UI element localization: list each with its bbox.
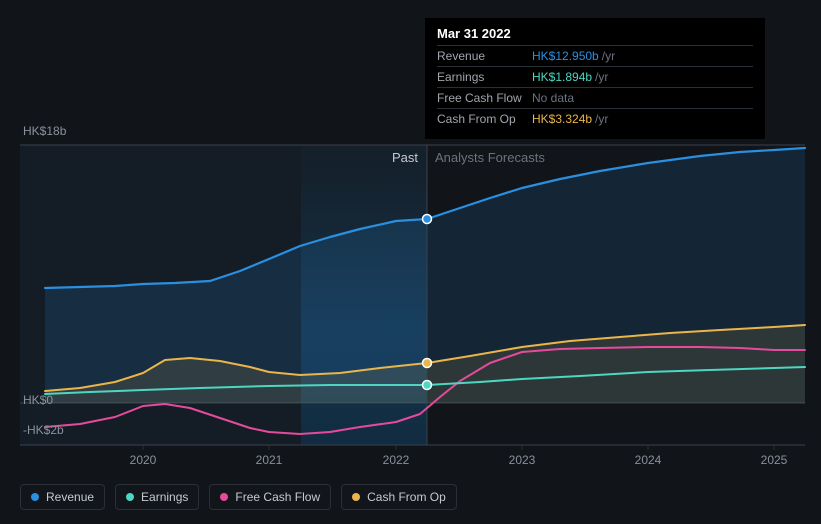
- legend-dot-icon: [126, 493, 134, 501]
- tooltip-suffix: /yr: [595, 112, 608, 126]
- tooltip-suffix: /yr: [602, 49, 615, 63]
- legend-item-cash_from_op[interactable]: Cash From Op: [341, 484, 457, 510]
- legend-dot-icon: [352, 493, 360, 501]
- tooltip-value: No data: [532, 91, 574, 105]
- tooltip-row-earnings: EarningsHK$1.894b/yr: [437, 66, 753, 87]
- x-axis-label: 2020: [130, 453, 157, 467]
- x-axis-label: 2023: [509, 453, 536, 467]
- tooltip-label: Free Cash Flow: [437, 91, 532, 105]
- chart-container: Past Analysts Forecasts HK$18b HK$0 -HK$2b 20…: [0, 0, 821, 524]
- tooltip-row-free_cash_flow: Free Cash FlowNo data: [437, 87, 753, 108]
- y-axis-label: HK$0: [23, 393, 53, 407]
- x-axis-label: 2024: [635, 453, 662, 467]
- legend-item-free_cash_flow[interactable]: Free Cash Flow: [209, 484, 331, 510]
- tooltip-suffix: /yr: [595, 70, 608, 84]
- tooltip-label: Earnings: [437, 70, 532, 84]
- marker-cash_from_op: [423, 359, 432, 368]
- legend: Revenue Earnings Free Cash Flow Cash From O…: [20, 484, 457, 510]
- legend-item-earnings[interactable]: Earnings: [115, 484, 199, 510]
- y-axis-label: HK$18b: [23, 124, 66, 138]
- x-axis-label: 2025: [761, 453, 788, 467]
- tooltip-value: HK$3.324b: [532, 112, 592, 126]
- tooltip-label: Cash From Op: [437, 112, 532, 126]
- legend-label: Cash From Op: [367, 490, 446, 504]
- tooltip-row-revenue: RevenueHK$12.950b/yr: [437, 45, 753, 66]
- y-axis-label: -HK$2b: [23, 423, 64, 437]
- x-axis-label: 2021: [256, 453, 283, 467]
- legend-item-revenue[interactable]: Revenue: [20, 484, 105, 510]
- region-label-forecast: Analysts Forecasts: [435, 150, 545, 165]
- tooltip-row-cash_from_op: Cash From OpHK$3.324b/yr: [437, 108, 753, 129]
- tooltip: Mar 31 2022RevenueHK$12.950b/yrEarningsH…: [425, 18, 765, 139]
- marker-revenue: [423, 215, 432, 224]
- legend-label: Revenue: [46, 490, 94, 504]
- x-axis-label: 2022: [383, 453, 410, 467]
- tooltip-value: HK$1.894b: [532, 70, 592, 84]
- legend-label: Free Cash Flow: [235, 490, 320, 504]
- marker-earnings: [423, 381, 432, 390]
- legend-dot-icon: [220, 493, 228, 501]
- legend-label: Earnings: [141, 490, 188, 504]
- tooltip-label: Revenue: [437, 49, 532, 63]
- region-label-past: Past: [392, 150, 418, 165]
- legend-dot-icon: [31, 493, 39, 501]
- tooltip-date: Mar 31 2022: [437, 26, 753, 45]
- tooltip-value: HK$12.950b: [532, 49, 599, 63]
